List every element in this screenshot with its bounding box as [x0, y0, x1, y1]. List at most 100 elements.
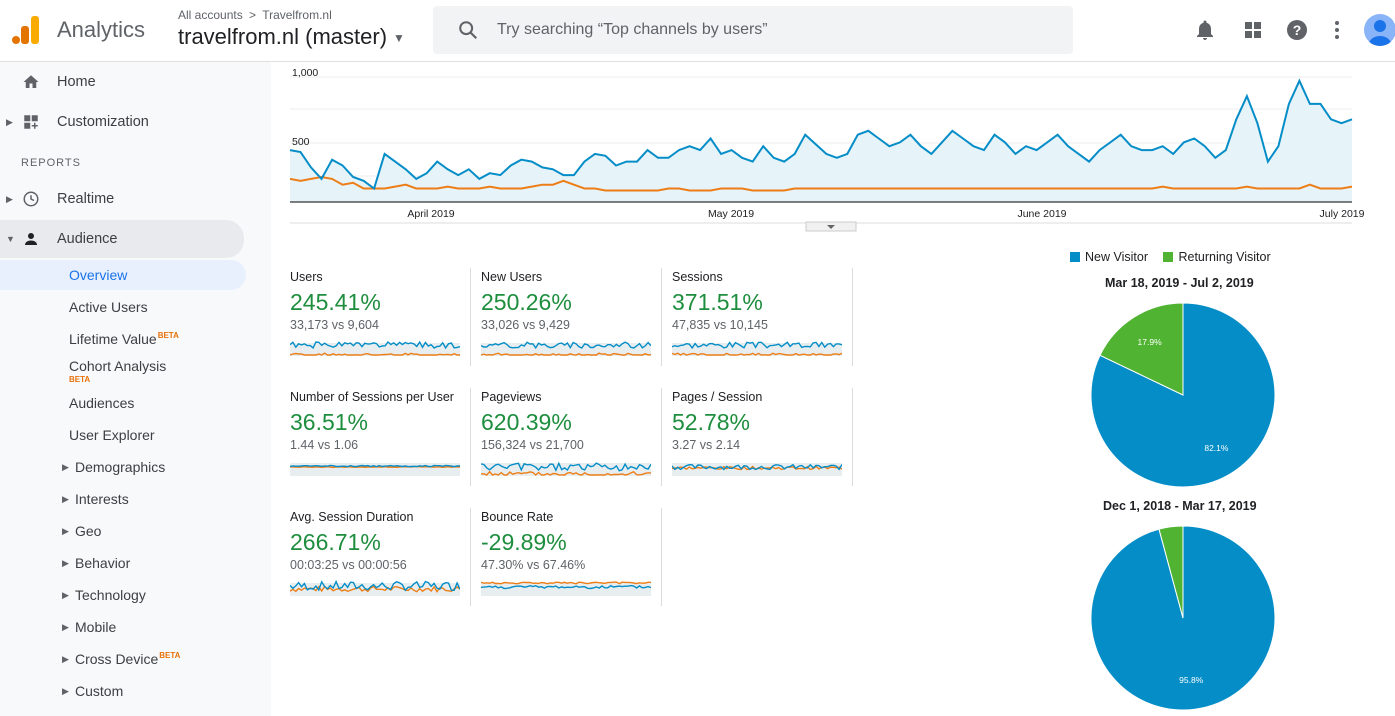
visitor-type-pie-previous[interactable]: 95.8%	[1090, 525, 1276, 711]
sparkline	[290, 579, 460, 596]
metric-sessions-per-user[interactable]: Number of Sessions per User 36.51% 1.44 …	[286, 390, 477, 500]
legend-item-returning-visitor[interactable]: Returning Visitor	[1163, 250, 1271, 264]
breadcrumb-account[interactable]: Travelfrom.nl	[262, 8, 332, 22]
bell-icon[interactable]	[1193, 18, 1217, 42]
metric-pages-per-session[interactable]: Pages / Session 52.78% 3.27 vs 2.14	[668, 390, 859, 500]
sidebar-item-label: Realtime	[57, 191, 115, 207]
sidebar-item-custom[interactable]: ▶ Custom	[0, 676, 246, 706]
previous-period-line	[289, 175, 1353, 192]
pie-slice-new-visitor[interactable]	[1090, 302, 1276, 488]
sidebar-item-home[interactable]: Home	[0, 64, 244, 100]
avatar[interactable]	[1364, 14, 1395, 46]
sparkline-current	[481, 584, 651, 590]
sidebar-item-interests[interactable]: ▶ Interests	[0, 484, 246, 514]
legend-item-new-visitor[interactable]: New Visitor	[1070, 250, 1148, 264]
sidebar-item-audience[interactable]: ▼ Audience	[0, 220, 244, 258]
sparkline-fill	[481, 583, 651, 596]
sidebar-item-overview[interactable]: Overview	[0, 260, 246, 290]
lifetime-value-label: Lifetime Value	[69, 331, 157, 347]
sidebar-item-behavior[interactable]: ▶ Behavior	[0, 548, 246, 578]
search-input[interactable]	[495, 14, 1055, 46]
legend-label: Returning Visitor	[1178, 250, 1271, 264]
sessions-over-time-chart[interactable]: 1,000 500 April 2019 May 2019 June 2019 …	[286, 63, 1376, 233]
visitor-type-pie-current[interactable]: 82.1% 17.9%	[1090, 302, 1276, 488]
sparkline-previous	[290, 352, 460, 356]
sparkline-previous	[290, 585, 460, 593]
breadcrumb-all-accounts[interactable]: All accounts	[178, 8, 243, 22]
metric-value: 250.26%	[481, 289, 572, 315]
caret-down-icon: ▼	[393, 31, 405, 46]
sidebar-item-technology[interactable]: ▶ Technology	[0, 580, 246, 610]
x-tick-label: July 2019	[1320, 208, 1365, 220]
sparkline-current	[481, 341, 651, 350]
metric-comparison: 1.44 vs 1.06	[290, 438, 359, 452]
sidebar-item-demographics[interactable]: ▶ Demographics	[0, 452, 246, 482]
sidebar-item-audiences[interactable]: Audiences	[0, 388, 246, 418]
sparkline	[290, 463, 460, 476]
user-avatar-icon	[1369, 20, 1391, 46]
pie-slice-returning-visitor[interactable]	[1158, 525, 1184, 619]
metric-comparison: 33,026 vs 9,429	[481, 318, 570, 332]
sidebar-item-mobile[interactable]: ▶ Mobile	[0, 612, 246, 642]
sidebar-item-cohort-analysis[interactable]: Cohort Analysis BETA	[0, 351, 246, 387]
expand-arrow-icon: ▶	[62, 654, 69, 664]
expand-chart-toggle[interactable]	[805, 221, 857, 232]
apps-grid-icon[interactable]	[1241, 18, 1265, 42]
sidebar-item-label: User Explorer	[69, 427, 155, 443]
metric-users[interactable]: Users 245.41% 33,173 vs 9,604	[286, 270, 477, 380]
metric-value: 371.51%	[672, 289, 763, 315]
divider	[470, 508, 471, 606]
metric-value: 36.51%	[290, 409, 369, 435]
search-bar[interactable]	[433, 6, 1073, 54]
expand-arrow-icon: ▶	[62, 622, 69, 632]
app-name: Analytics	[57, 17, 146, 42]
sparkline-previous	[481, 470, 651, 476]
help-icon[interactable]: ?	[1285, 18, 1309, 42]
metric-avg-session-duration[interactable]: Avg. Session Duration 266.71% 00:03:25 v…	[286, 510, 477, 620]
sidebar-item-user-explorer[interactable]: User Explorer	[0, 420, 246, 450]
divider	[661, 388, 662, 486]
home-icon	[23, 75, 39, 88]
sparkline	[481, 341, 651, 356]
sidebar-item-realtime[interactable]: ▶ Realtime	[0, 181, 244, 217]
more-vert-icon[interactable]	[1325, 18, 1349, 42]
sidebar-item-label: Mobile	[75, 619, 117, 635]
sidebar-item-active-users[interactable]: Active Users	[0, 292, 246, 322]
expand-arrow-icon: ▶	[6, 194, 13, 204]
metric-name: Bounce Rate	[481, 510, 554, 524]
sidebar-item-label: Audiences	[69, 395, 135, 411]
metric-sessions[interactable]: Sessions 371.51% 47,835 vs 10,145	[668, 270, 859, 380]
reports-section-label: REPORTS	[21, 157, 81, 169]
metric-comparison: 00:03:25 vs 00:00:56	[290, 558, 407, 572]
current-period-line	[289, 78, 1353, 191]
sidebar-item-cross-device[interactable]: ▶ Cross DeviceBETA	[0, 644, 246, 674]
x-tick-label: May 2019	[708, 208, 754, 220]
property-selector[interactable]: travelfrom.nl (master) ▼	[178, 24, 405, 50]
sidebar-item-label: Customization	[57, 114, 149, 130]
sparkline-fill	[672, 343, 842, 356]
metric-bounce-rate[interactable]: Bounce Rate -29.89% 47.30% vs 67.46%	[477, 510, 668, 620]
sparkline-current	[290, 579, 460, 592]
analytics-logo-icon[interactable]	[12, 14, 40, 46]
customization-icon	[24, 115, 38, 129]
sidebar-item-lifetime-value[interactable]: Lifetime ValueBETA	[0, 324, 246, 354]
sidebar-item-geo[interactable]: ▶ Geo	[0, 516, 246, 546]
metric-name: Number of Sessions per User	[290, 390, 454, 404]
sidebar-item-customization[interactable]: ▶ Customization	[0, 104, 244, 140]
sidebar-item-label: Lifetime ValueBETA	[69, 331, 179, 347]
metric-pageviews[interactable]: Pageviews 620.39% 156,324 vs 21,700	[477, 390, 668, 500]
sparkline-fill	[290, 583, 460, 596]
pie-title-current: Mar 18, 2019 - Jul 2, 2019	[1105, 276, 1254, 290]
person-icon	[25, 233, 37, 245]
metric-value: -29.89%	[481, 529, 567, 555]
metric-new-users[interactable]: New Users 250.26% 33,026 vs 9,429	[477, 270, 668, 380]
metric-value: 620.39%	[481, 409, 572, 435]
expand-arrow-icon: ▶	[62, 526, 69, 536]
sidebar-item-label: Geo	[75, 523, 102, 539]
sidebar-item-label: Audience	[57, 231, 118, 247]
sidebar-item-label: Technology	[75, 587, 146, 603]
beta-badge: BETA	[159, 651, 181, 661]
breadcrumb: All accounts > Travelfrom.nl	[178, 8, 332, 22]
sidebar-item-label: Demographics	[75, 459, 166, 475]
pie-slice-returning-visitor[interactable]	[1099, 302, 1184, 396]
